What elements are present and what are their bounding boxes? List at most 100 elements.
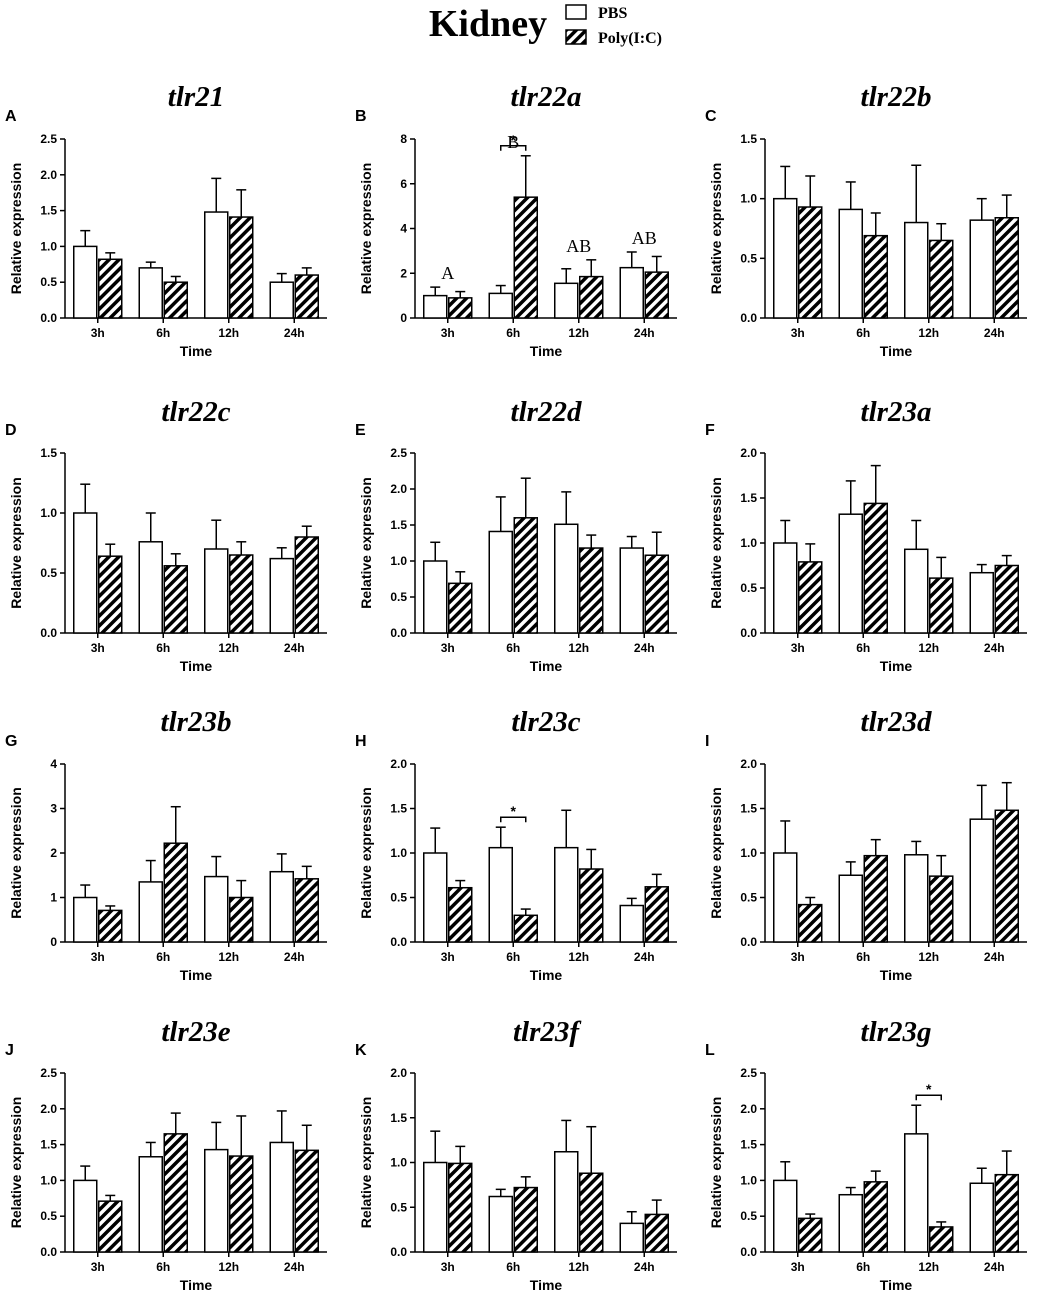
x-axis-label: Time bbox=[880, 343, 913, 359]
x-tick-label: 3h bbox=[91, 641, 105, 655]
y-tick-label: 2.5 bbox=[40, 1066, 57, 1080]
x-tick-label: 3h bbox=[441, 1260, 455, 1274]
y-tick-label: 1.5 bbox=[40, 204, 57, 218]
panel-letter: I bbox=[705, 733, 709, 750]
x-tick-label: 24h bbox=[984, 950, 1005, 964]
y-tick-label: 0.0 bbox=[40, 311, 57, 325]
y-tick-label: 0.5 bbox=[390, 1200, 407, 1214]
bar-polyic bbox=[798, 1217, 823, 1253]
y-tick-label: 0 bbox=[50, 935, 57, 949]
panel-c: tlr22b C 0.0 0.5 1.0 1.5 Relative expression Ti… bbox=[705, 81, 1027, 359]
panel-title: tlr21 bbox=[168, 81, 224, 113]
y-tick-label: 2.0 bbox=[40, 168, 57, 182]
panel-a: tlr21 A 0.0 0.5 1.0 1.5 2.0 2.5 Relative express… bbox=[5, 81, 327, 359]
panel-letter: K bbox=[355, 1042, 367, 1059]
y-tick-label: 2 bbox=[400, 266, 407, 280]
panel-title: tlr23b bbox=[161, 706, 232, 738]
x-axis-label: Time bbox=[530, 658, 563, 674]
x-tick-label: 3h bbox=[91, 1260, 105, 1274]
bar-pbs bbox=[904, 221, 929, 319]
y-tick-label: 2.0 bbox=[740, 446, 757, 460]
bar-polyic bbox=[863, 502, 888, 634]
significance-star: * bbox=[926, 1081, 932, 1097]
bar-polyic bbox=[163, 281, 188, 319]
bar-pbs bbox=[138, 267, 163, 319]
x-tick-label: 12h bbox=[568, 1260, 589, 1274]
bar-polyic bbox=[798, 903, 823, 943]
bar-pbs bbox=[423, 294, 448, 319]
panel-letter: F bbox=[705, 422, 715, 439]
y-tick-label: 1.0 bbox=[740, 192, 757, 206]
significance-star: * bbox=[511, 132, 517, 148]
bar-pbs bbox=[138, 541, 163, 634]
legend-label-polyic: Poly(I:C) bbox=[598, 30, 662, 47]
panel-title: tlr23c bbox=[511, 706, 580, 738]
bar-polyic bbox=[644, 1213, 669, 1253]
bar-pbs bbox=[904, 854, 929, 943]
figure-title: Kidney bbox=[429, 3, 547, 45]
bar-pbs bbox=[73, 896, 98, 943]
bar-pbs bbox=[619, 1222, 644, 1253]
bar-pbs bbox=[204, 211, 229, 319]
bar-polyic bbox=[644, 886, 669, 943]
bar-polyic bbox=[163, 565, 188, 634]
x-tick-label: 6h bbox=[156, 326, 170, 340]
bar-pbs bbox=[554, 846, 579, 943]
x-axis-label: Time bbox=[180, 343, 213, 359]
panel-letter: A bbox=[5, 108, 17, 125]
y-tick-label: 0.5 bbox=[390, 590, 407, 604]
bar-polyic bbox=[513, 1186, 538, 1253]
panel-letter: G bbox=[5, 733, 17, 750]
x-axis-label: Time bbox=[880, 967, 913, 983]
bar-pbs bbox=[269, 557, 294, 634]
bar-pbs bbox=[773, 852, 798, 943]
x-tick-label: 3h bbox=[441, 326, 455, 340]
x-tick-label: 6h bbox=[856, 1260, 870, 1274]
x-axis-label: Time bbox=[180, 658, 213, 674]
bar-polyic bbox=[929, 577, 954, 634]
panel-h: tlr23c H 0.0 0.5 1.0 1.5 2.0 Relative expressio… bbox=[355, 706, 677, 983]
y-tick-label: 0 bbox=[400, 311, 407, 325]
bar-polyic bbox=[863, 234, 888, 319]
panel-title: tlr23f bbox=[513, 1016, 582, 1048]
panel-title: tlr22b bbox=[861, 81, 932, 113]
bar-polyic bbox=[98, 1200, 123, 1253]
x-tick-label: 3h bbox=[791, 641, 805, 655]
bar-pbs bbox=[73, 1179, 98, 1253]
bar-pbs bbox=[969, 571, 994, 634]
y-tick-label: 1.5 bbox=[40, 446, 57, 460]
panel-title: tlr23g bbox=[861, 1016, 932, 1048]
y-tick-label: 2.0 bbox=[390, 757, 407, 771]
bar-polyic bbox=[229, 216, 254, 319]
bar-polyic bbox=[929, 875, 954, 943]
y-tick-label: 2.0 bbox=[740, 757, 757, 771]
y-tick-label: 0.5 bbox=[40, 275, 57, 289]
y-tick-label: 1.0 bbox=[740, 846, 757, 860]
y-tick-label: 0.0 bbox=[740, 311, 757, 325]
x-tick-label: 6h bbox=[856, 950, 870, 964]
bar-polyic bbox=[644, 554, 669, 634]
bar-polyic bbox=[863, 1181, 888, 1253]
y-tick-label: 1.0 bbox=[40, 239, 57, 253]
x-tick-label: 24h bbox=[284, 1260, 305, 1274]
x-axis-label: Time bbox=[530, 1277, 563, 1293]
bar-polyic bbox=[294, 274, 319, 319]
panel-k: tlr23f K 0.0 0.5 1.0 1.5 2.0 Relative expressio… bbox=[355, 1016, 677, 1293]
y-tick-label: 2.5 bbox=[390, 446, 407, 460]
bar-pbs bbox=[969, 1182, 994, 1253]
y-tick-label: 0.5 bbox=[740, 251, 757, 265]
panel-letter: D bbox=[5, 422, 17, 439]
bar-polyic bbox=[163, 1133, 188, 1253]
x-tick-label: 12h bbox=[218, 950, 239, 964]
panel-d: tlr22c D 0.0 0.5 1.0 1.5 Relative expression Ti… bbox=[5, 396, 327, 674]
x-tick-label: 3h bbox=[791, 1260, 805, 1274]
y-tick-label: 1 bbox=[50, 891, 57, 905]
bar-polyic bbox=[229, 554, 254, 634]
y-tick-label: 2.0 bbox=[740, 1102, 757, 1116]
x-axis-label: Time bbox=[880, 658, 913, 674]
panel-letter: E bbox=[355, 422, 366, 439]
y-axis-label: Relative expression bbox=[8, 477, 24, 609]
bar-pbs bbox=[269, 281, 294, 319]
x-tick-label: 3h bbox=[441, 950, 455, 964]
x-tick-label: 12h bbox=[918, 641, 939, 655]
